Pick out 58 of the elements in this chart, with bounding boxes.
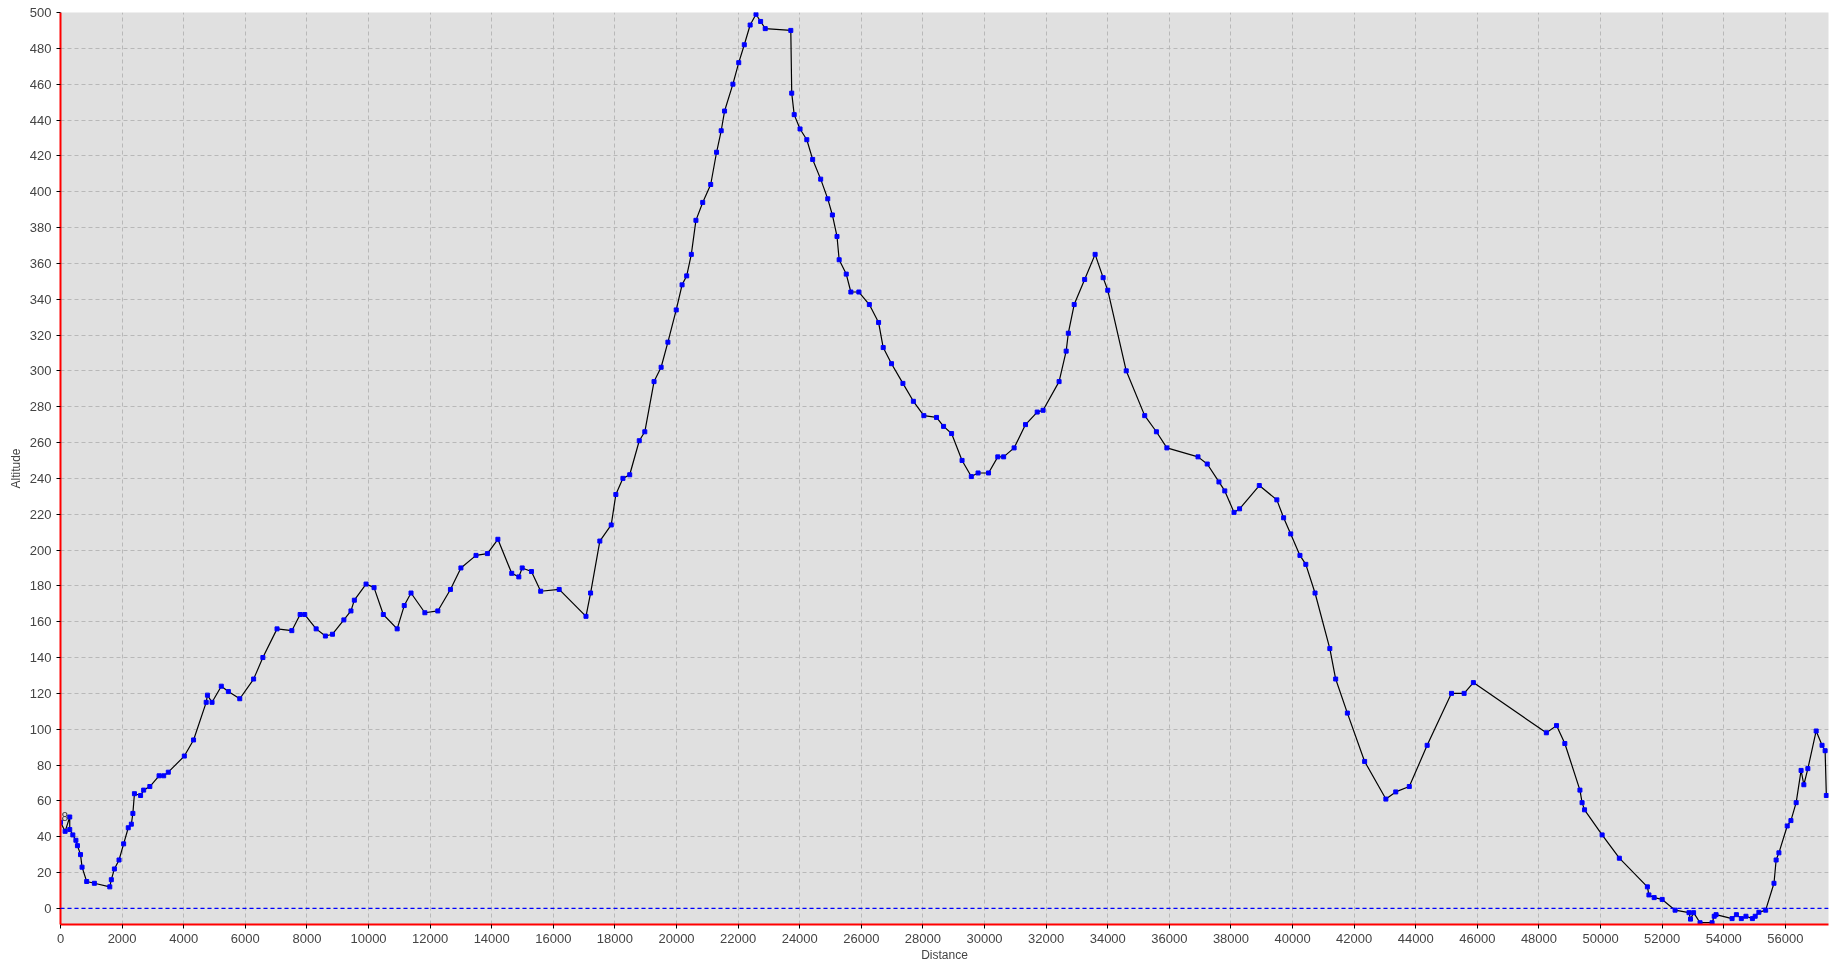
y-tick-label: 400: [29, 184, 52, 200]
y-tick-label: 40: [37, 829, 52, 845]
y-tick-label: 100: [29, 721, 52, 737]
x-tick-label: 26000: [843, 930, 880, 946]
y-tick-label: 380: [29, 220, 52, 236]
y-tick-label: 320: [29, 327, 52, 343]
y-tick-label: 420: [29, 148, 52, 164]
x-tick-label: 18000: [596, 930, 634, 946]
y-tick-label: 20: [37, 865, 52, 881]
x-tick-label: 40000: [1274, 930, 1311, 946]
x-tick-label: 10000: [350, 930, 387, 946]
y-tick-label: 120: [29, 685, 52, 701]
x-tick-label: 46000: [1459, 930, 1496, 946]
x-tick-label: 14000: [473, 930, 510, 946]
x-tick-label: 30000: [966, 930, 1003, 946]
x-tick-label: 52000: [1644, 930, 1681, 946]
y-tick-label: 360: [29, 255, 52, 271]
x-tick-label: 48000: [1520, 930, 1558, 946]
y-axis-title: Altitude: [8, 448, 23, 489]
x-tick-label: 2000: [107, 930, 137, 946]
y-tick-label: 180: [29, 578, 52, 594]
x-tick-label: 36000: [1151, 930, 1188, 946]
y-tick-label: 440: [29, 112, 52, 128]
x-tick-label: 16000: [535, 930, 572, 946]
x-tick-label: 42000: [1336, 930, 1373, 946]
y-tick-label: 220: [29, 506, 52, 522]
y-tick-label: 160: [29, 614, 52, 630]
x-axis-title: Distance: [921, 947, 969, 962]
y-tick-label: 60: [37, 793, 52, 809]
x-tick-label: 24000: [781, 930, 818, 946]
y-tick-label: 280: [29, 399, 52, 415]
x-tick-label: 44000: [1397, 930, 1434, 946]
y-tick-label: 0: [44, 900, 52, 916]
x-tick-label: 50000: [1582, 930, 1619, 946]
x-tick-label: 28000: [904, 930, 942, 946]
x-tick-label: 32000: [1028, 930, 1065, 946]
x-tick-label: 34000: [1089, 930, 1126, 946]
y-tick-label: 480: [29, 40, 52, 56]
x-tick-label: 20000: [658, 930, 695, 946]
y-tick-label: 500: [29, 5, 52, 20]
y-tick-label: 460: [29, 76, 52, 92]
x-tick-label: 22000: [720, 930, 757, 946]
x-tick-label: 12000: [412, 930, 449, 946]
x-tick-label: 6000: [230, 930, 260, 946]
x-tick-label: 38000: [1212, 930, 1250, 946]
y-tick-label: 300: [29, 363, 52, 379]
x-tick-label: 54000: [1705, 930, 1742, 946]
annotation: 8: [61, 810, 69, 825]
x-tick-label: 56000: [1767, 930, 1804, 946]
y-tick-label: 240: [29, 470, 52, 486]
y-tick-label: 80: [37, 757, 52, 773]
x-tick-label: 0: [56, 930, 65, 946]
y-tick-label: 260: [29, 435, 52, 451]
x-tick-label: 8000: [292, 930, 322, 946]
y-tick-label: 200: [29, 542, 52, 558]
y-tick-label: 140: [29, 650, 52, 666]
x-tick-label: 4000: [169, 930, 199, 946]
y-tick-label: 340: [29, 291, 52, 307]
